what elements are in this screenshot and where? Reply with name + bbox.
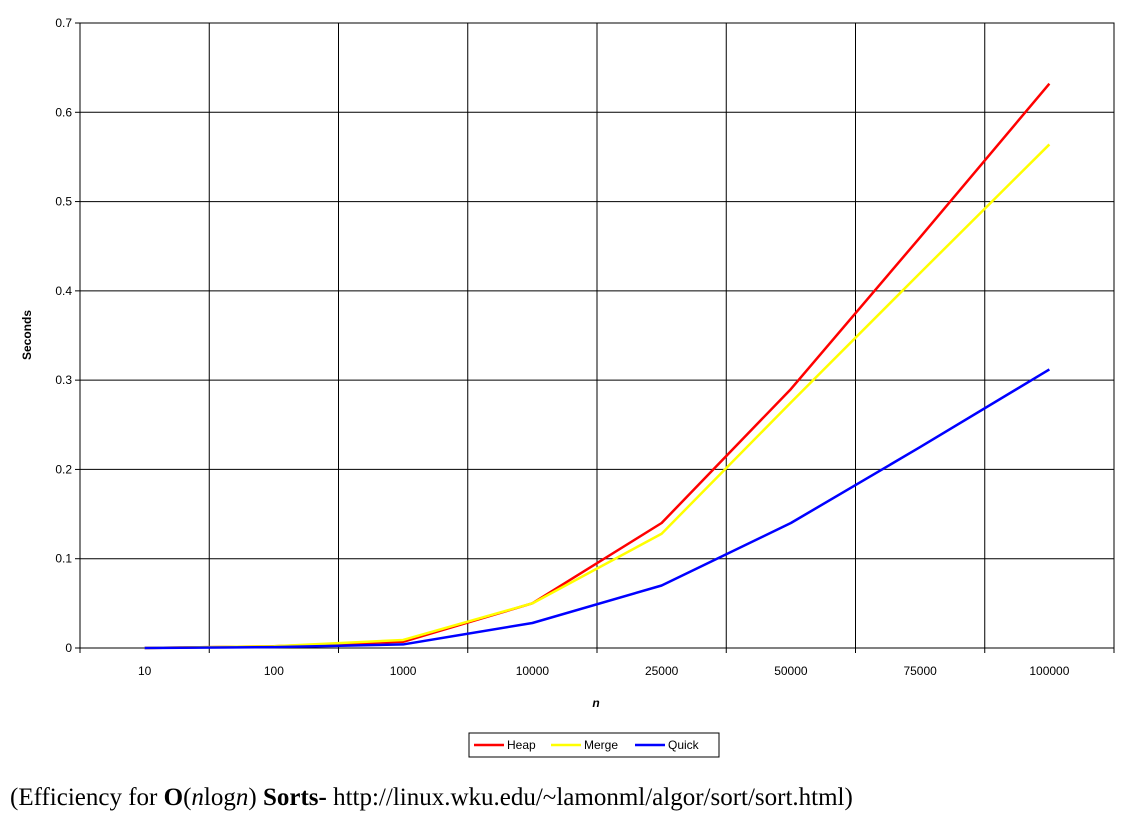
caption-n1: n: [191, 784, 204, 811]
caption-big-o: O: [163, 784, 184, 811]
series-lines: [144, 82, 1051, 650]
x-tick-label: 25000: [645, 664, 679, 678]
caption-n2: n: [235, 784, 249, 811]
x-axis-ticks: 10 100 1000 10000 25000 50000 75000 100000: [79, 648, 1115, 678]
chart: 0 0.1 0.2 0.3 0.4 0.5 0.6 0.7 10 100 1000 10000 250…: [20, 16, 1115, 758]
y-tick-label: 0.4: [55, 284, 72, 298]
x-tick-label: 75000: [903, 664, 937, 678]
y-axis-ticks: 0 0.1 0.2 0.3 0.4 0.5 0.6 0.7: [55, 16, 80, 655]
x-tick-label: 10000: [516, 664, 550, 678]
caption-sorts: Sorts-: [262, 784, 327, 811]
y-tick-label: 0.7: [55, 16, 72, 30]
caption-close-paren: ): [248, 784, 257, 811]
x-tick-label: 100: [264, 664, 284, 678]
caption-log: log: [203, 784, 236, 811]
x-tick-label: 100000: [1029, 664, 1069, 678]
legend-label-heap: Heap: [507, 738, 536, 752]
caption-open-paren: (: [183, 784, 192, 811]
legend: Heap Merge Quick: [468, 732, 720, 758]
x-axis-title: n: [592, 696, 599, 710]
y-tick-label: 0.2: [55, 462, 72, 476]
figure-caption: (Efficiency for O(nlogn) Sorts- http://l…: [10, 784, 1125, 812]
legend-label-merge: Merge: [584, 738, 618, 752]
y-tick-label: 0.1: [55, 552, 72, 566]
y-axis-title: Seconds: [20, 310, 34, 360]
vertical-gridlines: [208, 23, 986, 648]
caption-prefix: (Efficiency for: [10, 784, 158, 811]
legend-box: [468, 732, 720, 758]
caption-url: http://linux.wku.edu/~lamonml/algor/sort…: [333, 784, 853, 811]
y-tick-label: 0: [65, 641, 72, 655]
y-tick-label: 0.6: [55, 105, 72, 119]
y-tick-label: 0.3: [55, 373, 72, 387]
series-line-quick: [144, 368, 1051, 650]
x-tick-label: 1000: [390, 664, 417, 678]
y-tick-label: 0.5: [55, 195, 72, 209]
series-line-merge: [144, 143, 1051, 650]
x-tick-label: 50000: [774, 664, 808, 678]
x-tick-label: 10: [138, 664, 152, 678]
legend-label-quick: Quick: [668, 738, 700, 752]
